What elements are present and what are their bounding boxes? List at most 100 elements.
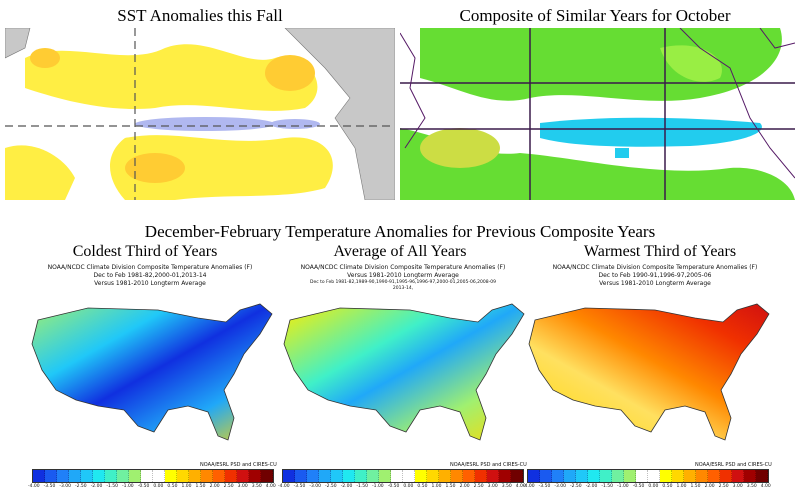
colorbar-tick-label: -1.50 [601, 484, 614, 489]
colorbar-tick-label: 0.00 [403, 484, 414, 489]
panel-caption: NOAA/NCDC Climate Division Composite Tem… [552, 264, 758, 287]
colorbar-tick-label: 0.50 [417, 484, 428, 489]
colorbar-tick-label: -3.00 [554, 484, 566, 489]
colorbar-swatch [105, 470, 117, 482]
colorbar-tick-label: 1.50 [445, 484, 456, 489]
colorbar-swatch [475, 470, 487, 482]
colorbar-swatch [439, 470, 451, 482]
colorbar-swatch [564, 470, 576, 482]
colorbar-tick-label: -3.00 [309, 484, 321, 489]
colorbar-swatch [427, 470, 439, 482]
colorbar-tick-label: -0.50 [387, 484, 400, 489]
colorbar-tick-label: 3.50 [251, 484, 262, 489]
colorbar-swatch [451, 470, 463, 482]
us-map-warmest [528, 303, 770, 441]
colorbar-swatch [153, 470, 165, 482]
colorbar-swatch [696, 470, 708, 482]
colorbar-swatch [511, 470, 523, 482]
composite-title: Composite of Similar Years for October [459, 6, 731, 25]
colorbar-tick-label: 0.50 [662, 484, 673, 489]
colorbar-credit: NOAA/ESRL PSD and CIRES-CU [695, 462, 772, 468]
colorbar-warmest [527, 469, 769, 483]
colorbar-swatch [33, 470, 45, 482]
colorbar-tick-label: 1.50 [690, 484, 701, 489]
colorbar-swatch [355, 470, 367, 482]
colorbar-average [282, 469, 524, 483]
colorbar-tick-label: -4.00 [278, 484, 290, 489]
colorbar-tick-label: -2.50 [325, 484, 337, 489]
colorbar-tick-label: 3.00 [487, 484, 498, 489]
colorbar-swatch [165, 470, 177, 482]
colorbar-swatch [612, 470, 624, 482]
colorbar-tick-label: 2.00 [459, 484, 470, 489]
colorbar-credit: NOAA/ESRL PSD and CIRES-CU [450, 462, 527, 468]
colorbar-swatch [720, 470, 732, 482]
colorbar-swatch [213, 470, 225, 482]
colorbar-swatch [600, 470, 612, 482]
colorbar-swatch [528, 470, 540, 482]
colorbar-swatch [367, 470, 379, 482]
colorbar-swatch [403, 470, 415, 482]
colorbar-coldest [32, 469, 274, 483]
colorbar-swatch [225, 470, 237, 482]
colorbar-swatch [295, 470, 307, 482]
colorbar-swatch [331, 470, 343, 482]
panel-subtitle: Coldest Third of Years [72, 243, 218, 260]
colorbar-tick-label: 3.50 [746, 484, 757, 489]
colorbar-swatch [201, 470, 213, 482]
colorbar-swatch [177, 470, 189, 482]
colorbar-swatch [624, 470, 636, 482]
colorbar-swatch [379, 470, 391, 482]
colorbar-tick-label: -1.50 [106, 484, 119, 489]
colorbar-swatch [45, 470, 57, 482]
colorbar-tick-label: 0.00 [648, 484, 659, 489]
panel-subtitle: Average of All Years [333, 243, 467, 260]
colorbar-swatch [307, 470, 319, 482]
colorbar-swatch [499, 470, 511, 482]
colorbar-swatch [415, 470, 427, 482]
colorbar-tick-label: 3.00 [732, 484, 743, 489]
colorbar-tick-label: -2.00 [340, 484, 353, 489]
colorbar-swatch [540, 470, 552, 482]
colorbar-tick-label: -1.00 [122, 484, 134, 489]
colorbar-swatch [648, 470, 660, 482]
colorbar-labels: -4.00 -3.50 -3.00 -2.50 -2.00 -1.50 -1.00 -0.50… [28, 484, 276, 489]
colorbar-swatch [237, 470, 249, 482]
colorbar-swatch [343, 470, 355, 482]
colorbar-swatch [319, 470, 331, 482]
us-map-average [283, 303, 525, 441]
panel-caption: NOAA/NCDC Climate Division Composite Tem… [300, 264, 506, 291]
colorbar-tick-label: -0.50 [137, 484, 150, 489]
colorbar-swatch [744, 470, 756, 482]
colorbar-tick-label: 2.00 [704, 484, 715, 489]
colorbar-swatch [487, 470, 499, 482]
colorbar-tick-label: -4.00 [523, 484, 535, 489]
colorbar-tick-label: -2.00 [585, 484, 598, 489]
colorbar-tick-label: 0.50 [167, 484, 178, 489]
bottom-heading: December-February Temperature Anomalies … [144, 222, 656, 241]
colorbar-swatch [636, 470, 648, 482]
panel-subtitle: Warmest Third of Years [583, 243, 737, 260]
colorbar-swatch [57, 470, 69, 482]
colorbar-tick-label: -1.50 [356, 484, 369, 489]
colorbar-swatch [249, 470, 261, 482]
colorbar-tick-label: -4.00 [28, 484, 40, 489]
coastlines [400, 28, 795, 179]
colorbar-swatch [129, 470, 141, 482]
colorbar-tick-label: 1.50 [195, 484, 206, 489]
colorbar-tick-label: 3.00 [237, 484, 248, 489]
sst-warm-anomalies [5, 44, 333, 200]
colorbar-tick-label: 2.50 [718, 484, 729, 489]
colorbar-tick-label: -2.00 [90, 484, 103, 489]
colorbar-swatch [684, 470, 696, 482]
colorbar-tick-label: 4.00 [515, 484, 526, 489]
colorbar-tick-label: -3.50 [538, 484, 551, 489]
colorbar-swatch [576, 470, 588, 482]
colorbar-tick-label: 2.50 [223, 484, 234, 489]
colorbar-tick-label: -3.50 [293, 484, 306, 489]
colorbar-tick-label: 4.00 [265, 484, 276, 489]
colorbar-swatch [93, 470, 105, 482]
colorbar-swatch [552, 470, 564, 482]
colorbar-swatch [261, 470, 273, 482]
